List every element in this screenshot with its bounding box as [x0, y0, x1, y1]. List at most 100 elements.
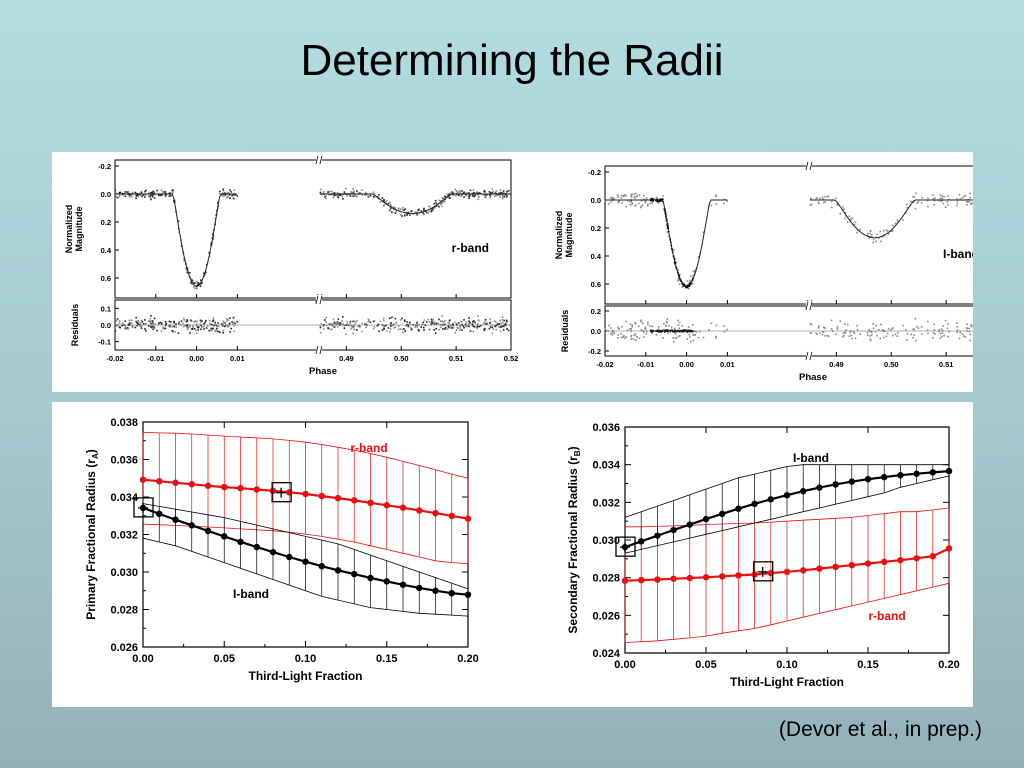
residual-point: [498, 323, 501, 326]
data-point: [819, 197, 821, 200]
residual-point: [391, 316, 394, 318]
data-point: [391, 211, 394, 214]
data-point: [682, 284, 685, 287]
x-tick-label: 0.49: [829, 360, 844, 369]
residual-point: [687, 329, 689, 332]
residual-point: [222, 320, 225, 323]
residual-point: [389, 331, 391, 333]
data-point: [149, 192, 152, 194]
residual-point: [441, 315, 443, 317]
residual-point: [152, 323, 155, 325]
data-point: [800, 567, 807, 574]
data-point: [227, 192, 229, 194]
residual-point: [692, 324, 694, 326]
residual-point: [232, 316, 235, 319]
data-point: [617, 200, 620, 203]
residual-point: [233, 321, 235, 324]
data-point: [464, 591, 472, 598]
data-point: [783, 491, 791, 499]
residual-point: [137, 320, 139, 323]
residual-point: [144, 319, 146, 321]
residual-point: [849, 331, 851, 334]
residual-point: [390, 325, 392, 327]
data-point: [320, 188, 322, 191]
residual-point: [356, 329, 358, 331]
data-point: [139, 476, 147, 483]
residual-point: [969, 339, 971, 342]
residual-point: [836, 326, 839, 328]
residual-point: [641, 322, 644, 325]
residual-point: [459, 327, 461, 329]
citation: (Devor et al., in prep.): [778, 718, 982, 741]
residual-point: [878, 328, 880, 331]
data-point: [199, 283, 202, 286]
residual-point: [926, 329, 929, 332]
data-point: [450, 192, 453, 195]
residual-point: [447, 325, 450, 328]
x-tick-label: 0.05: [695, 659, 716, 671]
residual-point: [483, 328, 485, 331]
series-I-band: [139, 503, 472, 617]
data-point: [635, 192, 637, 195]
data-point: [237, 538, 244, 546]
residual-point: [475, 326, 477, 328]
data-point: [200, 279, 202, 282]
data-point: [135, 194, 138, 197]
residual-point: [824, 335, 826, 337]
x-tick-label: 0.00: [614, 659, 635, 671]
residual-point: [229, 317, 231, 319]
data-point: [131, 192, 134, 195]
data-point: [868, 237, 870, 239]
data-point: [494, 192, 497, 194]
data-point: [662, 198, 664, 201]
data-point: [823, 201, 825, 204]
data-point: [821, 196, 824, 199]
residual-point: [216, 321, 219, 324]
data-point: [913, 555, 920, 562]
data-point: [225, 196, 228, 199]
residual-point: [617, 326, 620, 329]
residual-point: [403, 319, 406, 321]
residual-point: [174, 330, 177, 333]
residual-point: [612, 331, 615, 334]
data-point: [153, 197, 156, 199]
residual-point: [409, 326, 412, 329]
residual-point: [339, 322, 342, 324]
data-point: [894, 222, 897, 225]
residual-point: [196, 326, 199, 328]
data-point: [125, 191, 127, 194]
residual-point: [491, 332, 494, 335]
residual-point: [933, 329, 936, 331]
data-point: [630, 195, 633, 197]
data-point: [488, 190, 491, 193]
residual-point: [621, 326, 623, 328]
residual-point: [149, 320, 152, 322]
residual-point: [448, 326, 450, 329]
data-point: [432, 509, 439, 517]
residual-point: [966, 323, 968, 326]
data-point: [221, 533, 228, 540]
data-point: [502, 190, 505, 192]
data-point: [432, 587, 439, 594]
residual-point: [870, 331, 873, 333]
residual-point: [135, 320, 137, 322]
residual-point: [338, 322, 341, 325]
residual-point: [209, 322, 211, 325]
residual-point: [489, 326, 492, 328]
residual-point: [673, 327, 676, 330]
data-point: [401, 208, 404, 211]
data-point: [233, 189, 236, 192]
data-point: [866, 232, 869, 235]
residual-point: [333, 326, 336, 328]
residual-point: [459, 329, 461, 332]
residual-point: [383, 328, 385, 330]
residual-point: [136, 322, 139, 324]
data-point: [150, 191, 153, 194]
observation-points: [114, 187, 511, 290]
residual-point: [447, 321, 450, 324]
data-point: [189, 272, 191, 274]
data-point: [221, 483, 228, 491]
data-point: [697, 256, 700, 258]
y-tick-label: 0.026: [110, 642, 138, 654]
data-point: [409, 211, 412, 213]
